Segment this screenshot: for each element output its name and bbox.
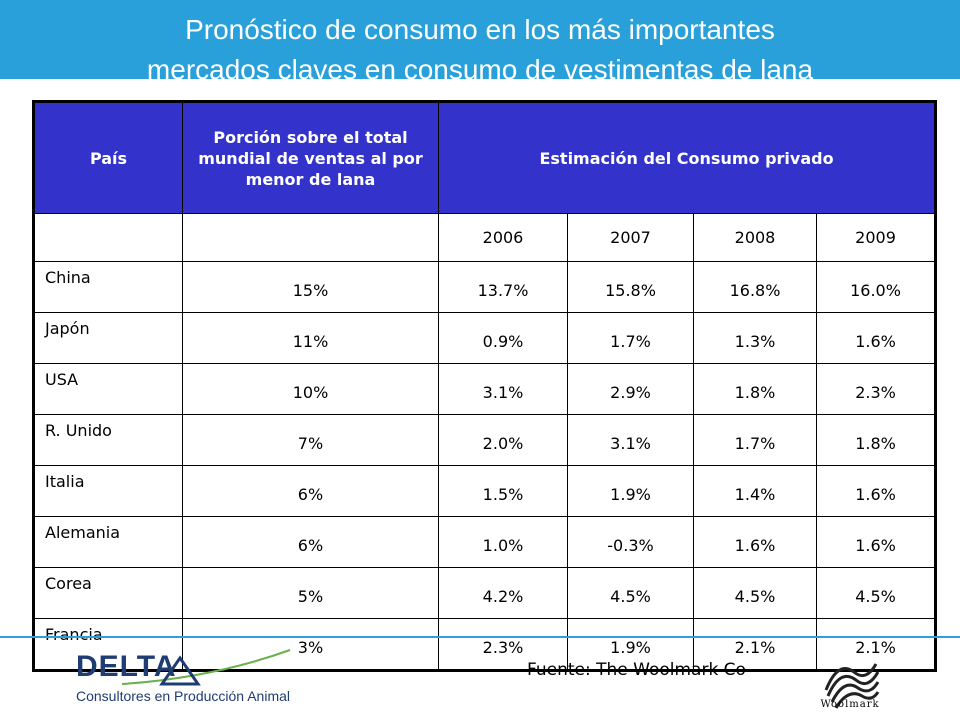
year-cell: 2006 bbox=[438, 213, 568, 262]
value-cell: 1.9% bbox=[567, 618, 694, 671]
table-row: Japón 11% 0.9% 1.7% 1.3% 1.6% bbox=[33, 312, 937, 364]
value-cell: 1.6% bbox=[693, 516, 817, 568]
value-cell: -0.3% bbox=[567, 516, 694, 568]
delta-logo-name: DELTA bbox=[76, 650, 177, 683]
country-cell: Italia bbox=[33, 465, 183, 517]
year-cell: 2007 bbox=[567, 213, 694, 262]
table-row: R. Unido 7% 2.0% 3.1% 1.7% 1.8% bbox=[33, 414, 937, 466]
value-cell: 1.0% bbox=[438, 516, 568, 568]
woolmark-logo-name: Woolmark bbox=[820, 699, 880, 710]
country-cell: USA bbox=[33, 363, 183, 415]
share-cell: 7% bbox=[182, 414, 439, 466]
table-header-row: País Porción sobre el total mundial de v… bbox=[33, 101, 937, 214]
country-cell: Francia bbox=[33, 618, 183, 671]
value-cell: 15.8% bbox=[567, 261, 694, 313]
consumption-table: País Porción sobre el total mundial de v… bbox=[32, 100, 938, 672]
country-cell: Japón bbox=[33, 312, 183, 364]
header-country: País bbox=[33, 101, 183, 214]
share-cell: 15% bbox=[182, 261, 439, 313]
table-row: Corea 5% 4.2% 4.5% 4.5% 4.5% bbox=[33, 567, 937, 619]
year-cell: 2009 bbox=[815, 213, 937, 262]
value-cell: 16.8% bbox=[693, 261, 817, 313]
country-cell: R. Unido bbox=[33, 414, 183, 466]
table-row: Italia 6% 1.5% 1.9% 1.4% 1.6% bbox=[33, 465, 937, 517]
share-cell: 6% bbox=[182, 465, 439, 517]
value-cell: 2.1% bbox=[815, 618, 937, 671]
table-row: China 15% 13.7% 15.8% 16.8% 16.0% bbox=[33, 261, 937, 313]
table-row: USA 10% 3.1% 2.9% 1.8% 2.3% bbox=[33, 363, 937, 415]
woolmark-icon bbox=[824, 663, 880, 709]
delta-logo-subtitle: Consultores en Producción Animal bbox=[76, 688, 291, 704]
delta-logo: DELTA Consultores en Producción Animal bbox=[62, 648, 302, 710]
value-cell: 13.7% bbox=[438, 261, 568, 313]
value-cell: 0.9% bbox=[438, 312, 568, 364]
footer-divider bbox=[0, 636, 960, 638]
value-cell: 3.1% bbox=[567, 414, 694, 466]
share-cell: 11% bbox=[182, 312, 439, 364]
value-cell: 1.7% bbox=[567, 312, 694, 364]
share-cell: 3% bbox=[182, 618, 439, 671]
value-cell: 2.0% bbox=[438, 414, 568, 466]
country-cell: Corea bbox=[33, 567, 183, 619]
delta-swoosh-icon bbox=[121, 649, 291, 686]
value-cell: 1.3% bbox=[693, 312, 817, 364]
value-cell: 3.1% bbox=[438, 363, 568, 415]
share-cell: 5% bbox=[182, 567, 439, 619]
empty-cell bbox=[182, 213, 439, 262]
value-cell: 2.3% bbox=[815, 363, 937, 415]
header-share: Porción sobre el total mundial de ventas… bbox=[182, 101, 439, 214]
table-row: Alemania 6% 1.0% -0.3% 1.6% 1.6% bbox=[33, 516, 937, 568]
page-title-line-1: Pronóstico de consumo en los más importa… bbox=[185, 14, 775, 45]
value-cell: 4.5% bbox=[567, 567, 694, 619]
years-row: 2006 2007 2008 2009 bbox=[33, 213, 937, 262]
country-cell: China bbox=[33, 261, 183, 313]
value-cell: 1.6% bbox=[815, 465, 937, 517]
value-cell: 1.4% bbox=[693, 465, 817, 517]
value-cell: 4.2% bbox=[438, 567, 568, 619]
header-estimate: Estimación del Consumo privado bbox=[437, 101, 937, 214]
source-note: Fuente: The Woolmark Co bbox=[527, 660, 746, 680]
value-cell: 1.8% bbox=[815, 414, 937, 466]
page-title-line-2: mercados claves en consumo de vestimenta… bbox=[146, 54, 814, 79]
share-cell: 10% bbox=[182, 363, 439, 415]
title-banner: Pronóstico de consumo en los más importa… bbox=[0, 0, 960, 79]
value-cell: 1.7% bbox=[693, 414, 817, 466]
country-cell: Alemania bbox=[33, 516, 183, 568]
value-cell: 4.5% bbox=[815, 567, 937, 619]
value-cell: 2.9% bbox=[567, 363, 694, 415]
value-cell: 1.5% bbox=[438, 465, 568, 517]
value-cell: 1.6% bbox=[815, 516, 937, 568]
empty-cell bbox=[33, 213, 183, 262]
value-cell: 1.9% bbox=[567, 465, 694, 517]
share-cell: 6% bbox=[182, 516, 439, 568]
value-cell: 16.0% bbox=[815, 261, 937, 313]
year-cell: 2008 bbox=[693, 213, 817, 262]
value-cell: 4.5% bbox=[693, 567, 817, 619]
value-cell: 1.8% bbox=[693, 363, 817, 415]
table-row: Francia 3% 2.3% 1.9% 2.1% 2.1% bbox=[33, 618, 937, 671]
value-cell: 1.6% bbox=[815, 312, 937, 364]
